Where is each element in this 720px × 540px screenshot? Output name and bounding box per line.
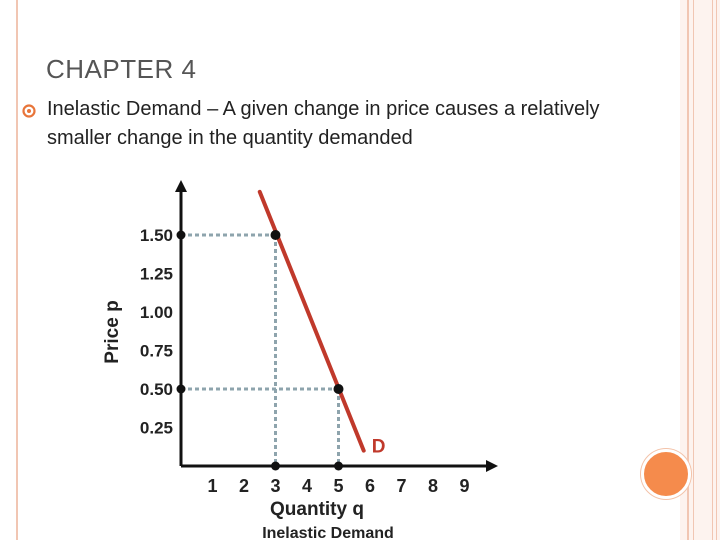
demand-chart: D 1 2 3 4 5 6 7 8 9 0.25 0.50 0.75 1.00 1.25 1.50 Quan… <box>102 180 498 540</box>
x-axis-label: Quantity q <box>270 499 364 520</box>
y-tick-label: 0.75 <box>140 342 173 361</box>
y-axis-marker <box>176 384 186 394</box>
y-axis-label: Price p <box>102 300 123 363</box>
y-tick-label: 0.25 <box>140 419 173 438</box>
chart-axes <box>175 180 498 472</box>
slide-title: CHAPTER 4 <box>46 54 197 84</box>
right-frame-line <box>693 0 694 540</box>
x-tick-label: 9 <box>459 476 469 496</box>
y-tick-label: 1.50 <box>140 226 173 245</box>
demand-point <box>333 384 344 394</box>
y-tick-label: 1.25 <box>140 265 173 284</box>
demand-curve-label: D <box>372 437 386 458</box>
x-tick-label: 8 <box>428 476 438 496</box>
x-tick-label: 4 <box>302 476 312 496</box>
sun-bullet-icon <box>22 104 36 118</box>
x-tick-label: 5 <box>333 476 343 496</box>
right-frame-line <box>687 0 689 540</box>
y-axis-marker <box>176 230 186 240</box>
y-tick-label: 0.50 <box>140 380 173 399</box>
right-frame-band <box>680 0 720 540</box>
x-tick-label: 7 <box>396 476 406 496</box>
bullet-text: Inelastic Demand – A given change in pri… <box>47 98 600 149</box>
x-axis-marker <box>271 461 280 471</box>
x-tick-label: 3 <box>270 476 280 496</box>
right-frame-line <box>712 0 713 540</box>
x-tick-label: 2 <box>239 476 249 496</box>
chart-points <box>176 230 344 471</box>
x-tick-label: 1 <box>207 476 217 496</box>
chart-caption: Inelastic Demand <box>262 525 394 540</box>
left-frame-border <box>0 0 18 540</box>
guide-lines <box>181 233 340 466</box>
decorative-circle <box>641 449 691 499</box>
chart-ticks: 1 2 3 4 5 6 7 8 9 0.25 0.50 0.75 1.00 1.25 1.50 <box>140 226 470 496</box>
x-axis-marker <box>334 461 343 471</box>
y-tick-label: 1.00 <box>140 303 173 322</box>
x-tick-label: 6 <box>365 476 375 496</box>
x-axis-arrow <box>486 460 498 472</box>
right-frame-line <box>716 0 717 540</box>
y-axis-arrow <box>175 180 187 192</box>
demand-point <box>270 230 281 240</box>
